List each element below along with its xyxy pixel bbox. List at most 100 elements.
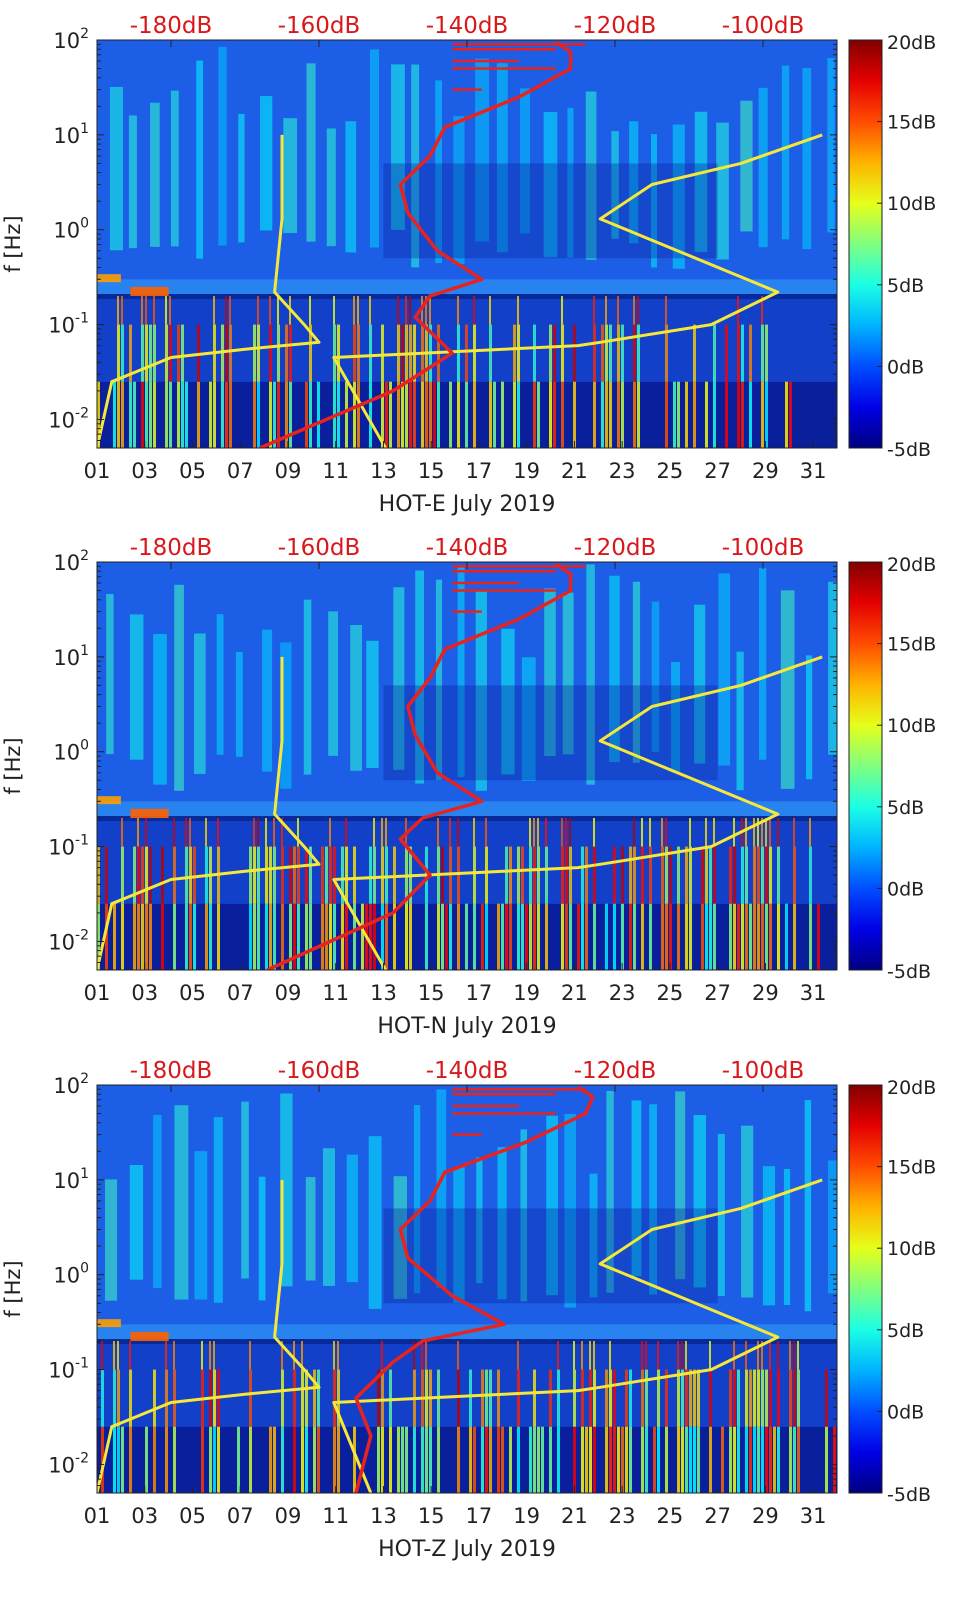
stripe xyxy=(753,1369,756,1427)
top-tick-label: -100dB xyxy=(722,1058,805,1084)
stripe xyxy=(293,903,296,970)
stripe xyxy=(521,903,524,970)
stripe xyxy=(809,903,812,970)
stripe xyxy=(133,381,136,448)
stripe xyxy=(785,903,788,970)
plume xyxy=(671,662,681,773)
x-tick-label: 13 xyxy=(370,459,397,483)
stripe xyxy=(573,1426,576,1493)
plume xyxy=(629,121,639,244)
plume xyxy=(497,1147,507,1300)
top-tick-label: -100dB xyxy=(722,535,805,561)
stripe xyxy=(525,903,528,970)
stripe xyxy=(373,846,376,904)
plume xyxy=(322,1148,335,1286)
stripe xyxy=(305,1426,308,1493)
x-tick-label: 19 xyxy=(513,981,540,1005)
stripe xyxy=(765,903,768,970)
stripe xyxy=(293,1341,295,1370)
plume xyxy=(411,64,420,268)
stripe xyxy=(685,381,688,448)
stripe xyxy=(709,846,712,904)
plume xyxy=(631,1100,642,1277)
stripe xyxy=(729,1426,732,1493)
x-tick-label: 07 xyxy=(227,981,254,1005)
plume xyxy=(260,96,273,231)
stripe xyxy=(765,324,768,382)
stripe xyxy=(569,818,571,847)
stripe xyxy=(761,1341,763,1370)
stripe xyxy=(257,324,260,382)
stripe xyxy=(709,1369,712,1427)
plume xyxy=(258,1176,266,1301)
stripe xyxy=(757,1426,760,1493)
stripe xyxy=(621,1426,624,1493)
stripe xyxy=(713,903,716,970)
plume xyxy=(216,614,224,755)
stripe xyxy=(121,1426,124,1493)
red-curve xyxy=(259,40,573,448)
stripe xyxy=(317,1426,320,1493)
stripe xyxy=(153,381,156,448)
stripe xyxy=(425,296,427,325)
y-axis-label: f [Hz] xyxy=(1,737,25,794)
stripe xyxy=(357,381,360,448)
x-tick-label: 11 xyxy=(322,981,349,1005)
stripe xyxy=(561,846,564,904)
stripe xyxy=(701,903,704,970)
x-tick-label: 09 xyxy=(275,459,302,483)
stripe xyxy=(749,903,752,970)
x-tick-label: 13 xyxy=(370,981,397,1005)
stripe xyxy=(489,381,492,448)
stripe xyxy=(321,846,324,904)
stripe xyxy=(557,1369,560,1427)
x-axis-label: HOT-Z July 2019 xyxy=(378,1537,556,1562)
stripes-lowfreq xyxy=(97,818,820,970)
stripe xyxy=(637,381,640,448)
colorbar xyxy=(848,561,883,971)
stripe xyxy=(329,818,331,847)
stripe xyxy=(713,846,716,904)
stripe xyxy=(481,1426,484,1493)
stripe xyxy=(101,1369,104,1427)
stripe xyxy=(741,903,744,970)
stripe xyxy=(709,903,712,970)
y-tick-label: 100 xyxy=(53,738,89,765)
colorbar-tick-label: 15dB xyxy=(887,634,936,656)
plume xyxy=(562,592,574,755)
stripe xyxy=(561,296,563,325)
band-divider xyxy=(97,294,837,300)
plume xyxy=(369,49,380,248)
x-tick-label: 01 xyxy=(84,981,111,1005)
stripe xyxy=(757,903,760,970)
plume xyxy=(828,581,837,755)
stripe xyxy=(753,903,756,970)
stripe xyxy=(173,903,176,970)
stripe xyxy=(413,1341,415,1370)
stripe xyxy=(749,1369,752,1427)
stripe xyxy=(473,296,475,325)
stripe xyxy=(601,381,604,448)
stripe xyxy=(177,381,180,448)
stripe xyxy=(145,324,148,382)
stripe xyxy=(485,818,487,847)
stripe xyxy=(425,381,428,448)
x-tick-label: 05 xyxy=(179,459,206,483)
top-tick-label: -160dB xyxy=(278,535,361,561)
x-tick-label: 21 xyxy=(561,459,588,483)
stripe xyxy=(573,381,576,448)
stripe xyxy=(693,381,696,448)
x-tick-label: 21 xyxy=(561,981,588,1005)
stripe xyxy=(761,1426,764,1493)
x-tick-label: 23 xyxy=(609,459,636,483)
stripe xyxy=(389,381,392,448)
stripe xyxy=(485,1369,488,1427)
stripe xyxy=(581,1341,583,1370)
stripe xyxy=(685,1426,688,1493)
hotspot xyxy=(97,796,121,805)
plume xyxy=(694,111,708,252)
stripe xyxy=(641,1341,643,1370)
y-tick-label: 10-2 xyxy=(48,1450,89,1477)
stripe xyxy=(737,1426,740,1493)
stripe xyxy=(309,846,312,904)
